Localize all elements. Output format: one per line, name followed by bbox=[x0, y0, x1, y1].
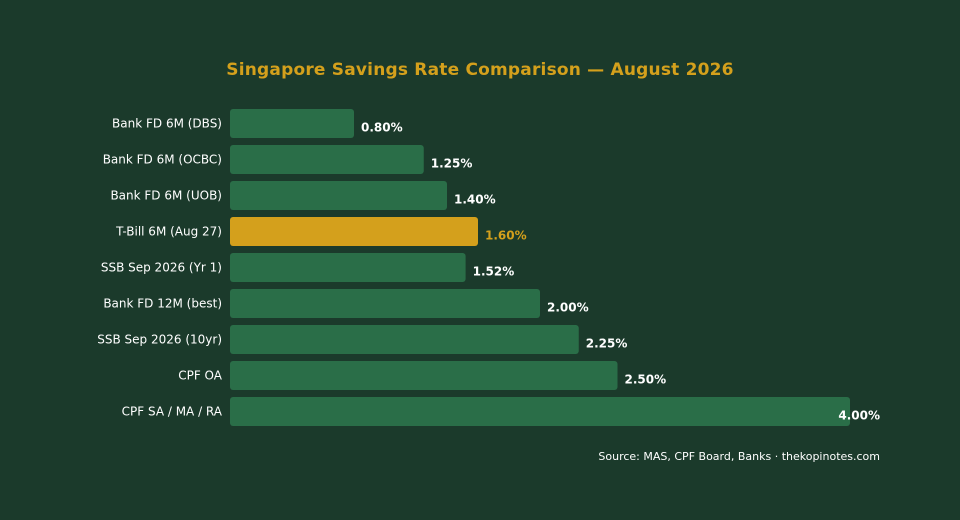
value-label: 2.00% bbox=[547, 301, 589, 315]
category-label: CPF OA bbox=[178, 369, 223, 383]
value-label: 0.80% bbox=[361, 121, 403, 135]
bar bbox=[230, 109, 354, 138]
bar bbox=[230, 361, 618, 390]
bars bbox=[230, 109, 850, 426]
category-label: T-Bill 6M (Aug 27) bbox=[115, 225, 222, 239]
value-label: 2.50% bbox=[625, 373, 667, 387]
category-label: Bank FD 6M (UOB) bbox=[110, 189, 222, 203]
bar bbox=[230, 181, 447, 210]
bar bbox=[230, 145, 424, 174]
category-label: SSB Sep 2026 (Yr 1) bbox=[101, 261, 222, 275]
category-label: Bank FD 6M (OCBC) bbox=[103, 153, 222, 167]
bar bbox=[230, 397, 850, 426]
value-label: 1.60% bbox=[485, 229, 527, 243]
chart-title: Singapore Savings Rate Comparison — Augu… bbox=[226, 60, 734, 80]
category-label: Bank FD 6M (DBS) bbox=[112, 117, 222, 131]
bar bbox=[230, 289, 540, 318]
value-label: 4.00% bbox=[838, 409, 880, 423]
category-label: Bank FD 12M (best) bbox=[103, 297, 222, 311]
category-labels: Bank FD 6M (DBS) Bank FD 6M (OCBC) Bank FD… bbox=[97, 117, 223, 419]
bar bbox=[230, 325, 579, 354]
source-note: Source: MAS, CPF Board, Banks · thekopin… bbox=[598, 450, 880, 463]
value-label: 1.25% bbox=[431, 157, 473, 171]
value-labels: 0.80% 1.25% 1.40% 1.60% 1.52% 2.00% 2.25% 2.50%… bbox=[361, 121, 880, 423]
value-label: 1.52% bbox=[473, 265, 515, 279]
value-label: 1.40% bbox=[454, 193, 496, 207]
category-label: CPF SA / MA / RA bbox=[122, 405, 223, 419]
value-label: 2.25% bbox=[586, 337, 628, 351]
bar bbox=[230, 253, 466, 282]
category-label: SSB Sep 2026 (10yr) bbox=[97, 333, 222, 347]
bar bbox=[230, 217, 478, 246]
